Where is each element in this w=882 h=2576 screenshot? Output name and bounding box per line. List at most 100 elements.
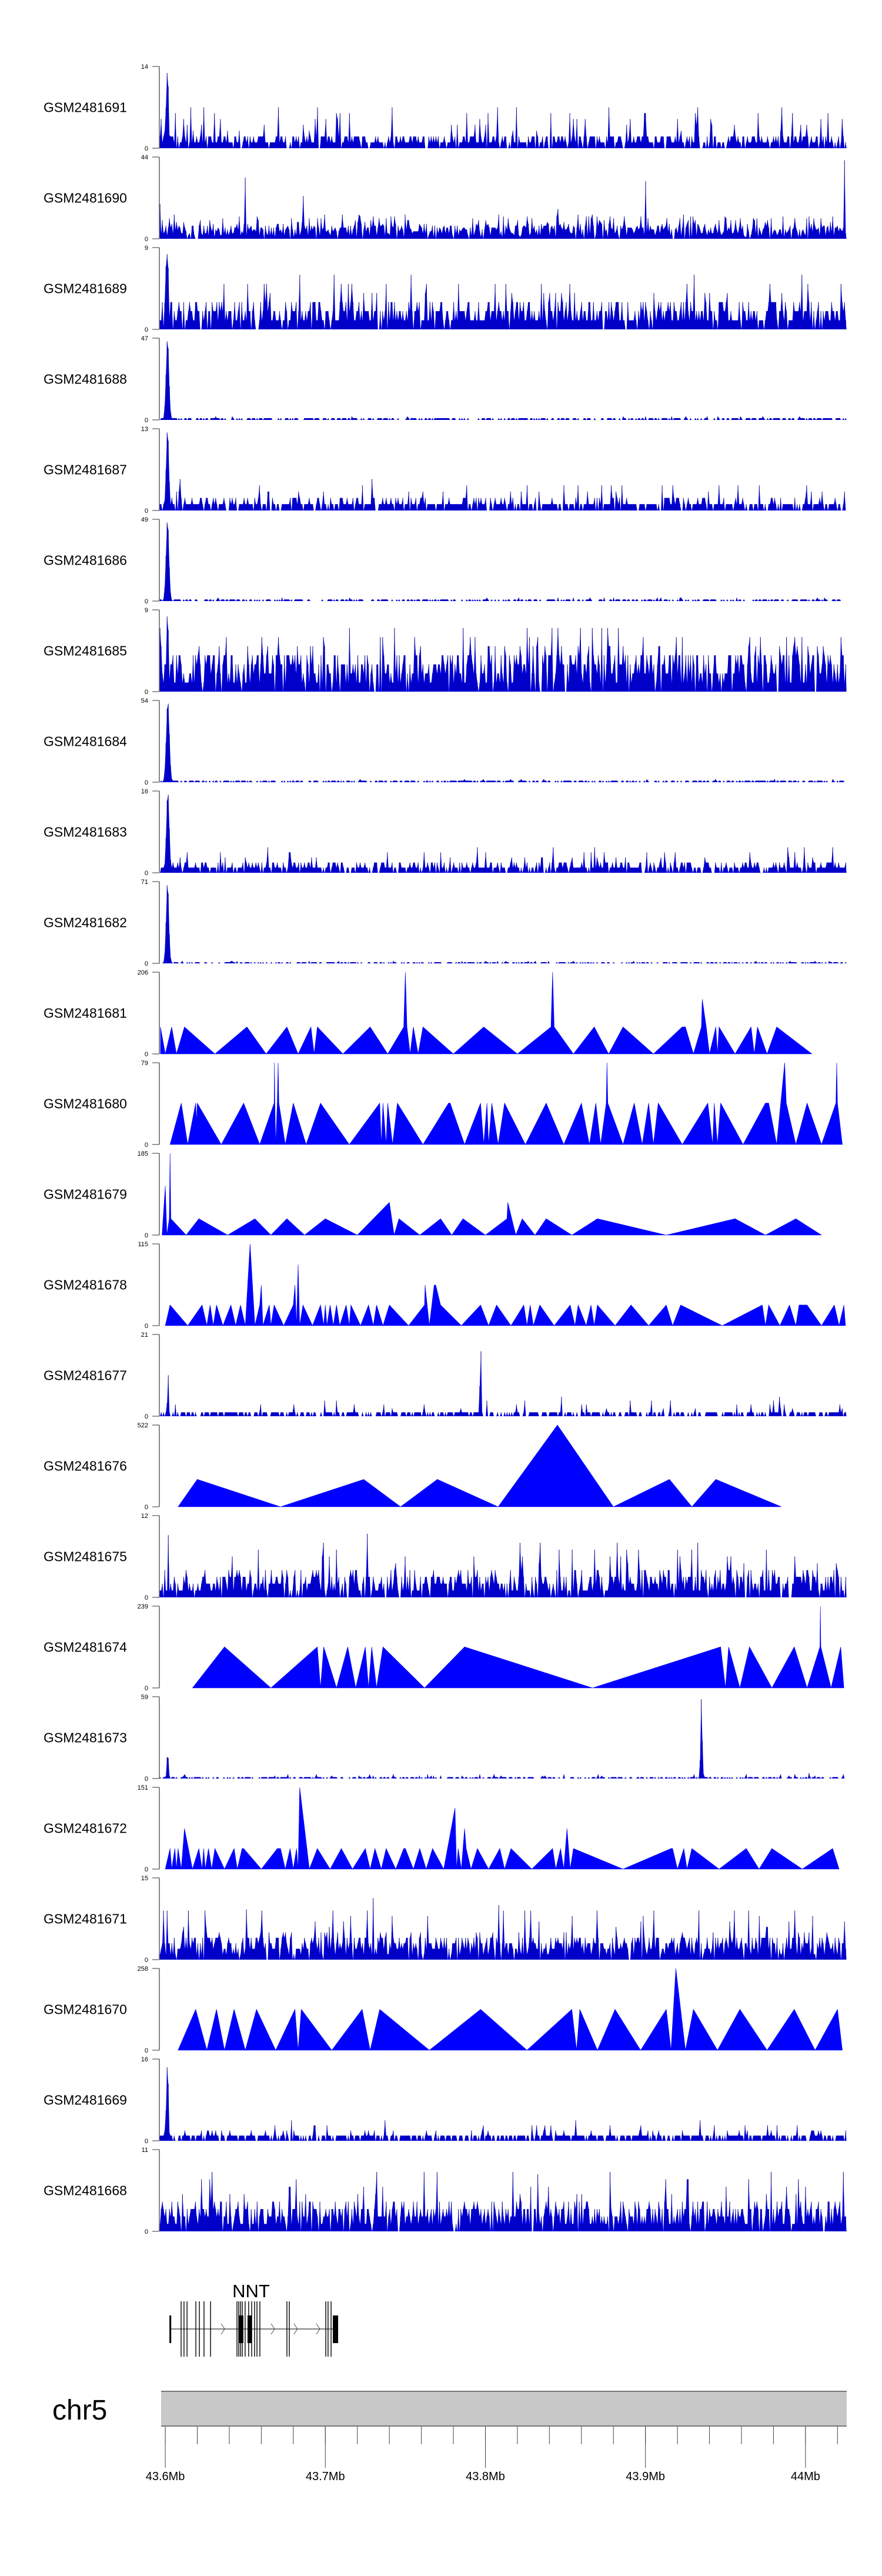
y-tick-label-max: 239: [138, 1603, 148, 1610]
track: GSM2481679 185 0: [44, 1150, 823, 1239]
exon-mark: [195, 2301, 196, 2357]
y-tick-label-max: 79: [141, 1060, 148, 1067]
track-label: GSM2481685: [44, 643, 127, 659]
y-tick-label-min: 0: [145, 870, 148, 877]
coverage-area: [160, 2067, 847, 2141]
y-tick-label-min: 0: [145, 1776, 148, 1783]
y-tick-label-min: 0: [145, 236, 148, 243]
exon-mark: [330, 2301, 332, 2357]
coverage-bars: [159, 160, 846, 239]
track: GSM2481685 9 0: [44, 607, 847, 696]
track-label: GSM2481674: [44, 1640, 127, 1655]
y-tick-label-min: 0: [145, 960, 148, 967]
track: GSM2481691 14 0: [44, 64, 847, 152]
strand-arrow-icon: [316, 2323, 320, 2335]
track: GSM2481676 522 0: [44, 1422, 782, 1511]
y-tick-label-min: 0: [145, 2138, 148, 2145]
y-tick-label-min: 0: [145, 598, 148, 605]
y-tick-label-max: 44: [141, 154, 148, 161]
coverage-area: [178, 1968, 843, 2051]
track-label: GSM2481680: [44, 1096, 127, 1112]
coverage-area: [160, 522, 847, 601]
coverage-bars: [161, 703, 844, 782]
coverage-area: [160, 1351, 847, 1416]
track-label: GSM2481678: [44, 1277, 127, 1293]
y-tick-label-min: 0: [145, 145, 148, 152]
coverage-area: [160, 972, 813, 1055]
coverage-bars: [159, 432, 845, 510]
track: GSM2481684 54 0: [44, 698, 847, 786]
track: GSM2481690 44 0: [44, 154, 847, 243]
y-tick-label-max: 47: [141, 335, 148, 342]
coverage-bars: [161, 795, 846, 873]
track-label: GSM2481690: [44, 191, 127, 206]
track: GSM2481678 115 0: [44, 1241, 846, 1330]
coverage-area: [160, 795, 847, 873]
y-tick-label-min: 0: [145, 508, 148, 515]
y-tick-label-max: 49: [141, 516, 148, 523]
track: GSM2481675 12 0: [44, 1513, 847, 1601]
track-label: GSM2481682: [44, 915, 127, 930]
exon-mark: [186, 2301, 188, 2357]
y-tick-label-max: 13: [141, 426, 148, 433]
track: GSM2481681 206 0: [44, 969, 813, 1058]
coverage-bars: [159, 1533, 846, 1597]
chromosome-label: chr5: [52, 2395, 107, 2426]
track-label: GSM2481681: [44, 1006, 127, 1021]
track: GSM2481671 15 0: [44, 1875, 847, 1964]
coverage-area: [178, 1424, 782, 1507]
exon-mark: [286, 2301, 288, 2357]
coverage-area: [165, 1787, 840, 1870]
track-label: GSM2481688: [44, 372, 127, 387]
y-tick-label-min: 0: [145, 1142, 148, 1149]
track-label: GSM2481679: [44, 1187, 127, 1202]
y-tick-label-max: 115: [138, 1241, 148, 1248]
track-label: GSM2481687: [44, 462, 127, 478]
coverage-area: [160, 341, 847, 420]
track: GSM2481677 21 0: [44, 1332, 847, 1420]
y-tick-label-max: 21: [141, 1332, 148, 1339]
coverage-bars: [159, 2067, 846, 2141]
y-tick-label-max: 54: [141, 698, 148, 705]
coverage-area: [192, 1606, 844, 1689]
coverage-area: [160, 616, 847, 692]
gene-track: NNT: [169, 2281, 339, 2357]
y-tick-label-max: 9: [145, 245, 148, 252]
exon-mark: [259, 2301, 260, 2357]
y-tick-label-max: 16: [141, 788, 148, 795]
track: GSM2481687 13 0: [44, 426, 847, 515]
y-tick-label-max: 11: [142, 2147, 148, 2154]
y-tick-label-min: 0: [145, 1685, 148, 1692]
coverage-bars: [161, 341, 846, 420]
coverage-bars: [159, 2171, 846, 2231]
exon-block: [169, 2315, 172, 2343]
track: GSM2481686 49 0: [44, 516, 847, 605]
chromosome-bar: [161, 2391, 847, 2426]
track-label: GSM2481675: [44, 1549, 127, 1564]
y-tick-label-max: 522: [138, 1422, 148, 1429]
track-label: GSM2481686: [44, 553, 127, 568]
exon-mark: [254, 2301, 255, 2357]
axis-tick-label: 43.9Mb: [626, 2470, 665, 2483]
axis-tick-label: 43.6Mb: [146, 2470, 185, 2483]
coverage-area: [160, 73, 847, 148]
y-tick-label-max: 185: [138, 1150, 148, 1157]
track: GSM2481669 16 0: [44, 2056, 847, 2145]
exon-mark: [256, 2301, 258, 2357]
track: GSM2481689 9 0: [44, 245, 847, 333]
y-tick-label-min: 0: [145, 326, 148, 333]
track: GSM2481680 79 0: [44, 1060, 843, 1149]
track-label: GSM2481683: [44, 825, 127, 840]
y-tick-label-max: 16: [141, 2056, 148, 2063]
track-label: GSM2481669: [44, 2093, 127, 2108]
track-label: GSM2481671: [44, 1911, 127, 1927]
y-tick-label-min: 0: [145, 2228, 148, 2235]
track-label: GSM2481673: [44, 1730, 127, 1746]
y-tick-label-min: 0: [145, 1866, 148, 1873]
y-tick-label-min: 0: [145, 1957, 148, 1964]
genome-axis: chr5 43.6Mb 43.7Mb 43.8Mb 43.9Mb 44Mb: [52, 2391, 847, 2483]
strand-arrow-icon: [270, 2323, 275, 2335]
axis-tick-label: 43.8Mb: [466, 2470, 505, 2483]
coverage-area: [160, 885, 847, 963]
y-tick-label-min: 0: [145, 779, 148, 786]
